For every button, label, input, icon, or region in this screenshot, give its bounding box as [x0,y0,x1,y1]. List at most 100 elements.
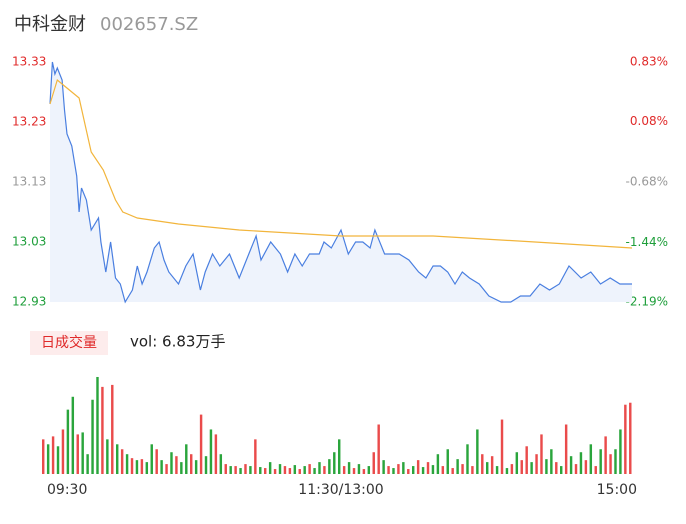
volume-tag-bg [30,331,108,355]
volume-bar [120,449,124,474]
volume-bar [392,468,395,474]
volume-bar [71,396,75,474]
volume-summary: vol: 6.83万手 [130,333,225,351]
volume-bar [471,466,474,474]
volume-bar [259,467,262,474]
line [49,78,633,249]
volume-bar [175,456,178,474]
volume-bar [338,439,341,474]
volume-bar [416,460,420,474]
volume-bar [451,468,454,474]
volume-bar [387,466,390,474]
volume-bar [560,466,563,474]
volume-bar [204,456,208,474]
y2-tick-label: 0.08% [630,114,668,128]
volume-bar [288,468,292,474]
volume-bar [431,465,435,474]
volume-bar [56,446,60,474]
volume-bar [190,454,193,474]
volume-bar [199,414,203,474]
volume-bar [273,469,277,474]
volume-bar [555,462,558,474]
volume-bar [303,466,306,474]
volume-bar [382,460,385,474]
volume-bar [545,459,548,474]
volume-bar [342,466,346,474]
volume-bar [421,467,425,474]
volume-bar [224,464,227,474]
volume-bar [584,460,588,474]
volume-bar [323,466,326,474]
x-tick-label: 15:00 [597,482,637,498]
y2-tick-label: 0.83% [630,55,668,69]
volume-bar [313,468,316,474]
volume-bar [101,386,104,474]
y-tick-label: 12.93 [12,295,46,309]
volume-bar [530,462,533,474]
volume-bar [268,462,272,474]
volume-bar [229,466,232,474]
volume-bar [347,462,351,474]
price-area [50,62,632,302]
volume-bar [510,464,514,474]
volume-bar [86,454,89,474]
volume-bar [490,456,494,474]
volume-bar [436,454,440,474]
line [49,61,632,304]
volume-bar [397,464,400,474]
volume-bar [298,469,301,474]
volume-bar [564,424,568,474]
volume-bar [579,452,583,474]
volume-bar [81,432,84,474]
volume-bar [150,444,153,474]
volume-bar [333,452,336,474]
volume-bar [318,462,321,474]
volume-bar [116,444,119,474]
volume-bar [328,459,331,474]
volume-bar [180,462,183,474]
volume-bar [362,469,366,474]
volume-bar [515,452,519,474]
volume-bar [96,376,99,474]
volume-bar [194,460,198,474]
volume-bar [264,468,267,474]
volume-bar [481,454,484,474]
volume-bar [140,459,144,474]
volume-bar [254,439,257,474]
volume-bar [46,444,50,474]
volume-bar [372,452,375,474]
volume-bar [239,468,242,474]
volume-bar [550,449,553,474]
volume-bar [308,464,311,474]
volume-bar [466,444,469,474]
volume-bar [500,419,504,474]
volume-bar [293,465,297,474]
volume-bar [619,429,622,474]
volume-tag: 日成交量 [41,334,97,351]
volume-bar [629,402,632,474]
volume-bar [283,466,287,474]
volume-bar [106,439,109,474]
volume-bar [441,466,445,474]
volume-bar [609,454,612,474]
volume-bar [155,449,158,474]
volume-bar [66,409,70,474]
volume-bar [614,449,617,474]
volume-bar [357,464,361,474]
volume-bar [402,462,405,474]
volume-bar [456,459,459,474]
volume-bar [589,444,593,474]
volume-bar [76,434,79,474]
volume-bar [599,449,602,474]
volume-bar [125,454,129,474]
volume-bar [209,429,213,474]
volume-bar [594,466,597,474]
volume-bar [91,399,94,474]
volume-bar [234,466,237,474]
volume-bar [407,469,410,474]
volume-bar [249,466,252,474]
volume-bar [219,454,223,474]
volume-bar [130,458,134,474]
